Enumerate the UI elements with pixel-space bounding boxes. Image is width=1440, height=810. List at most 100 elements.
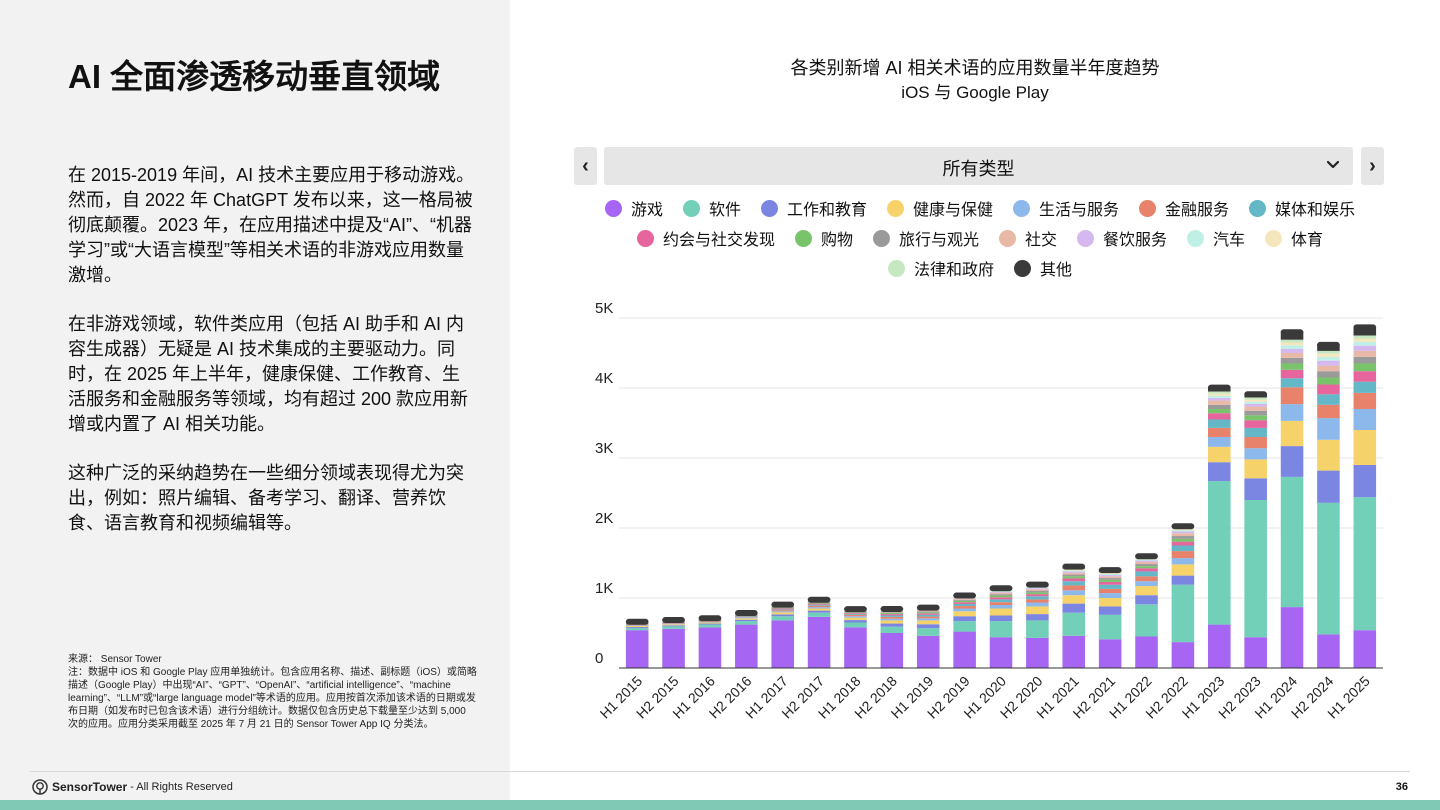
legend-item[interactable]: 媒体和娱乐	[1249, 197, 1355, 219]
bar-cap	[698, 615, 722, 622]
bar-segment	[916, 614, 940, 617]
bar-segment	[1098, 614, 1122, 640]
bar-segment	[1135, 595, 1158, 605]
legend-item[interactable]: 工作和教育	[760, 197, 867, 219]
legend-item[interactable]: 旅行与观光	[872, 227, 979, 249]
y-tick-label: 2K	[595, 510, 613, 527]
legend-swatch	[887, 259, 905, 277]
bar-stack[interactable]	[844, 606, 867, 668]
bar-segment	[1244, 410, 1267, 416]
bar-segment	[1317, 470, 1340, 503]
bar-stack[interactable]	[1280, 329, 1304, 668]
legend-item[interactable]: 社交	[998, 227, 1057, 249]
bar-stack[interactable]	[1244, 391, 1267, 668]
legend-swatch	[1139, 199, 1157, 217]
bar-cap	[625, 618, 649, 625]
bar-segment	[844, 627, 867, 668]
bar-stack[interactable]	[698, 615, 722, 668]
bar-segment	[1208, 393, 1231, 396]
bar-segment	[989, 597, 1013, 600]
legend-item[interactable]: 生活与服务	[1013, 197, 1119, 219]
bar-stack[interactable]	[953, 592, 976, 669]
next-category-button[interactable]: ›	[1361, 147, 1384, 185]
bar-segment	[1026, 599, 1049, 603]
bar-stack[interactable]	[880, 606, 904, 668]
legend-label: 健康与保健	[912, 202, 993, 219]
legend-item[interactable]: 健康与保健	[886, 197, 993, 219]
bar-stack[interactable]	[916, 604, 940, 668]
legend-item[interactable]: 软件	[682, 197, 741, 219]
bar-segment	[844, 614, 867, 617]
bar-segment	[698, 624, 722, 628]
bar-cap	[735, 610, 758, 616]
bar-segment	[880, 613, 904, 615]
legend-swatch	[604, 199, 622, 217]
bar-segment	[1208, 462, 1231, 482]
bar-stack[interactable]	[1026, 581, 1049, 668]
bar-segment	[807, 602, 831, 604]
bar-segment	[916, 613, 940, 615]
bar-segment	[698, 621, 722, 623]
bar-stack[interactable]	[625, 618, 649, 668]
bar-segment	[1135, 604, 1158, 637]
bar-segment	[844, 622, 867, 628]
bar-segment	[844, 617, 867, 621]
bar-segment	[1280, 345, 1304, 349]
legend-label: 汽车	[1213, 232, 1246, 249]
bar-stack[interactable]	[1171, 523, 1195, 668]
legend-swatch	[1014, 259, 1031, 277]
bar-segment	[1317, 634, 1340, 668]
bar-stack[interactable]	[1208, 384, 1231, 668]
bar-stack[interactable]	[1353, 324, 1377, 668]
bar-segment	[1280, 348, 1304, 353]
bar-segment	[771, 620, 794, 668]
legend-item[interactable]: 其他	[1014, 257, 1072, 279]
bar-stack[interactable]	[989, 585, 1013, 668]
bar-segment	[1026, 588, 1049, 590]
bar-stack[interactable]	[735, 610, 758, 668]
legend-item[interactable]: 约会与社交发现	[636, 227, 775, 249]
bar-stack[interactable]	[1135, 553, 1158, 668]
legend-swatch	[998, 229, 1016, 247]
bar-segment	[1062, 581, 1086, 586]
bar-segment	[1135, 581, 1158, 587]
previous-category-button[interactable]: ‹	[574, 147, 597, 185]
bar-segment	[1026, 614, 1049, 621]
legend-label: 体育	[1291, 232, 1324, 249]
bar-stack[interactable]	[1317, 341, 1340, 668]
bar-stack[interactable]	[1098, 567, 1122, 668]
bar-stack[interactable]	[1062, 563, 1086, 668]
bar-segment	[1062, 574, 1086, 577]
legend-item[interactable]: 法律和政府	[887, 257, 994, 279]
legend-item[interactable]: 汽车	[1187, 227, 1245, 249]
bar-segment	[1317, 394, 1340, 405]
bar-stack[interactable]	[771, 601, 794, 668]
bar-segment	[1098, 581, 1122, 585]
source-text: 来源： Sensor Tower	[68, 654, 162, 665]
bar-segment	[1098, 572, 1122, 574]
legend-item[interactable]: 购物	[794, 227, 853, 249]
bar-segment	[844, 612, 867, 613]
bar-segment	[1317, 404, 1340, 419]
legend-item[interactable]: 游戏	[604, 197, 663, 219]
legend-item[interactable]: 金融服务	[1139, 197, 1229, 219]
bar-segment	[989, 591, 1013, 593]
bar-segment	[1208, 395, 1231, 398]
bar-stack[interactable]	[807, 596, 831, 668]
bar-segment	[1317, 353, 1340, 357]
bar-segment	[625, 628, 649, 631]
bar-segment	[1317, 350, 1340, 354]
bar-segment	[1135, 636, 1158, 668]
bar-segment	[989, 599, 1013, 603]
category-dropdown[interactable]: 所有类型	[604, 147, 1353, 185]
legend-item[interactable]: 餐饮服务	[1077, 227, 1167, 249]
bar-cap	[771, 601, 794, 608]
bar-segment	[735, 619, 758, 622]
bar-segment	[1353, 341, 1377, 346]
bar-segment	[1098, 588, 1122, 594]
bar-segment	[1062, 585, 1086, 591]
bar-segment	[625, 630, 649, 668]
bar-segment	[1244, 459, 1267, 479]
legend-item[interactable]: 体育	[1265, 227, 1323, 249]
bar-stack[interactable]	[662, 617, 685, 668]
